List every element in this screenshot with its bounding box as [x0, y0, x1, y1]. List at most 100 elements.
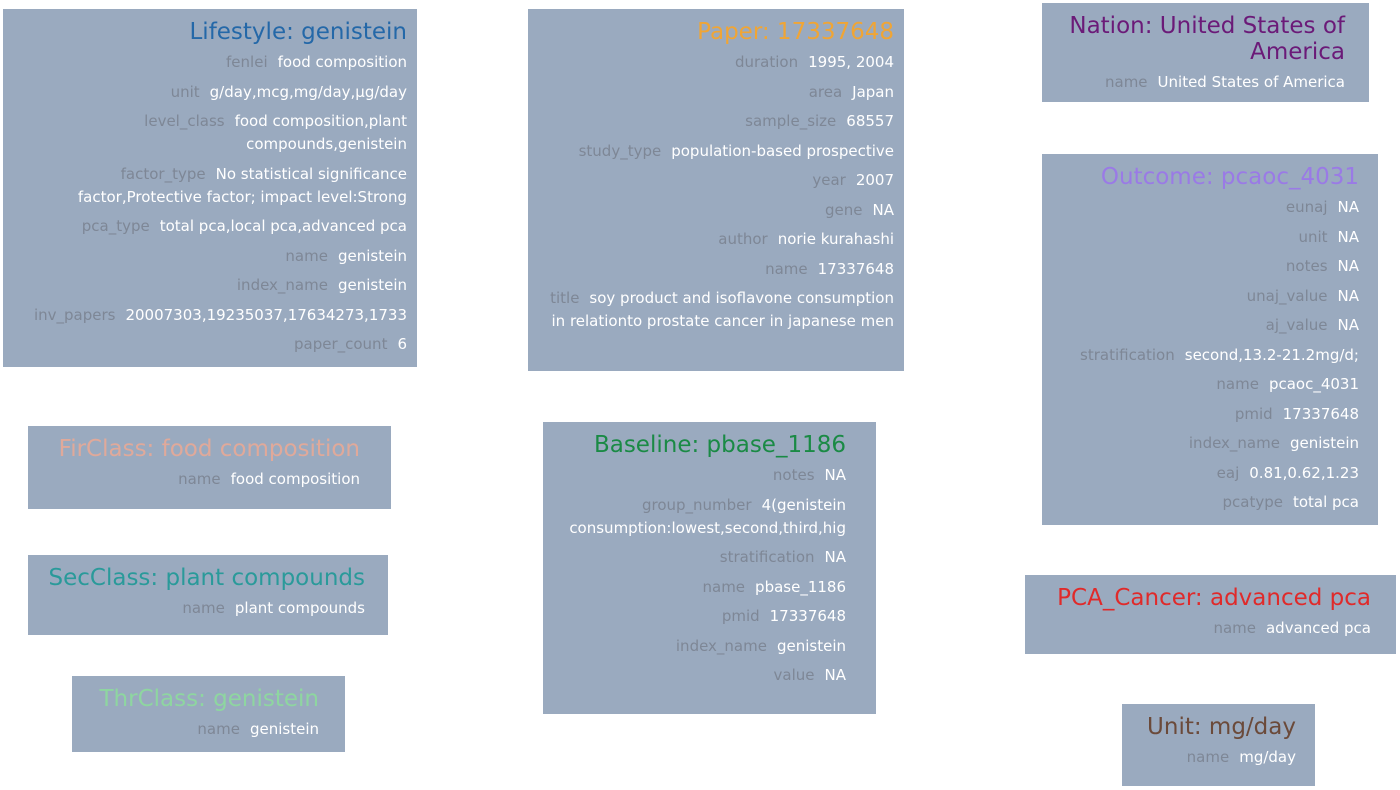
property-key: name — [1216, 375, 1259, 393]
property-key: sample_size — [745, 112, 837, 130]
property-value: NA — [824, 466, 846, 484]
property-row: eaj 0.81,0.62,1.23 — [1048, 462, 1359, 485]
property-key: pca_type — [81, 217, 150, 235]
pca-cancer-node-title: PCA_Cancer: advanced pca — [1057, 585, 1371, 611]
property-key: stratification — [1080, 345, 1175, 364]
property-row: name advanced pca — [1031, 617, 1371, 640]
property-key: unit — [1298, 227, 1328, 246]
property-value: 1995, 2004 — [808, 53, 894, 71]
property-value: genistein — [337, 246, 407, 265]
property-key: aj_value — [1265, 316, 1328, 334]
pca-cancer-node-card[interactable]: PCA_Cancer: advanced pca name advanced pc… — [1025, 575, 1396, 654]
property-value: 4(genistein consumption:lowest,second,th… — [569, 495, 846, 537]
lifestyle-node-card[interactable]: Lifestyle: genistein fenlei food composit… — [3, 9, 417, 367]
thrclass-node-title: ThrClass: genistein — [99, 686, 320, 712]
property-row: index_name genistein — [1048, 432, 1359, 455]
property-value: 0.81,0.62,1.23 — [1249, 463, 1359, 482]
property-row: paper_count 6 — [9, 333, 407, 356]
property-value: 17337648 — [1282, 404, 1359, 423]
property-row: pmid 17337648 — [549, 605, 846, 628]
outcome-node-title: Outcome: pcaoc_4031 — [1100, 164, 1359, 190]
baseline-node-card[interactable]: Baseline: pbase_1186 notes NA group_number… — [543, 422, 876, 714]
thrclass-node-card[interactable]: ThrClass: genistein name genistein — [72, 676, 345, 752]
property-key: title — [550, 289, 580, 307]
property-row: notes NA — [1048, 255, 1359, 278]
paper-node-card[interactable]: Paper: 17337648 duration 1995, 2004 area Ja… — [528, 9, 904, 371]
property-key: name — [182, 599, 225, 617]
property-key: name — [702, 577, 746, 596]
property-row: duration 1995, 2004 — [534, 51, 894, 74]
property-row: author norie kurahashi — [534, 228, 894, 251]
property-key: group_number — [641, 495, 752, 514]
outcome-node-card[interactable]: Outcome: pcaoc_4031 eunaj NA unit NA notes NA… — [1042, 154, 1378, 525]
property-row: value NA — [549, 664, 846, 687]
property-row: stratification NA — [549, 546, 846, 569]
property-value: genistein — [776, 636, 846, 655]
property-value: food composition,plant compounds,geniste… — [234, 112, 407, 153]
property-key: gene — [825, 200, 863, 219]
property-row: inv_papers 20007303,19235037,17634273,173… — [9, 304, 407, 327]
property-key: pmid — [1234, 404, 1273, 423]
property-key: pmid — [721, 607, 760, 625]
property-value: NA — [824, 548, 846, 566]
secclass-node-card[interactable]: SecClass: plant compounds name plant comp… — [28, 555, 388, 635]
property-key: stratification — [719, 548, 815, 566]
property-row: name United States of America — [1048, 71, 1345, 94]
property-key: fenlei — [226, 53, 268, 71]
property-key: inv_papers — [33, 305, 116, 324]
unit-node-card[interactable]: Unit: mg/day name mg/day — [1122, 704, 1315, 786]
property-value: pbase_1186 — [755, 577, 846, 596]
property-key: duration — [734, 53, 799, 71]
property-key: paper_count — [294, 335, 388, 353]
property-key: year — [812, 171, 846, 189]
property-key: notes — [772, 466, 815, 484]
property-key: name — [765, 259, 808, 278]
property-row: area Japan — [534, 81, 894, 104]
property-key: study_type — [578, 141, 662, 160]
property-key: index_name — [1188, 434, 1280, 452]
property-row: pmid 17337648 — [1048, 403, 1359, 426]
property-key: unit — [170, 82, 200, 101]
property-value: g/day,mcg,mg/day,μg/day — [209, 82, 407, 101]
nation-node-card[interactable]: Nation: United States of America name Uni… — [1042, 3, 1369, 102]
property-key: eaj — [1216, 463, 1240, 482]
property-value: food composition — [230, 470, 360, 488]
property-key: area — [808, 82, 843, 101]
property-row: name 17337648 — [534, 258, 894, 281]
nation-node-title: Nation: United States of America — [1069, 13, 1345, 65]
property-row: gene NA — [534, 199, 894, 222]
property-row: pcatype total pca — [1048, 491, 1360, 514]
property-key: name — [178, 470, 221, 488]
property-key: name — [1186, 748, 1230, 766]
property-row: unit NA — [1048, 226, 1359, 249]
secclass-node-title: SecClass: plant compounds — [48, 565, 366, 591]
property-row: name pbase_1186 — [549, 576, 847, 599]
property-value: pcaoc_4031 — [1268, 375, 1359, 393]
property-row: name genistein — [9, 245, 407, 268]
property-key: level_class — [144, 112, 225, 130]
property-key: name — [197, 720, 240, 738]
firclass-node-card[interactable]: FirClass: food composition name food comp… — [28, 426, 391, 509]
property-value: 17337648 — [769, 607, 846, 625]
property-value: total pca,local pca,advanced pca — [159, 217, 407, 235]
property-value: NA — [1337, 227, 1359, 246]
property-value: soy product and isoflavone consumption i… — [551, 289, 895, 330]
property-value: United States of America — [1157, 73, 1345, 91]
paper-node-title: Paper: 17337648 — [697, 19, 894, 45]
property-row: index_name genistein — [9, 274, 407, 297]
property-value: 2007 — [855, 171, 894, 189]
property-row: pca_type total pca,local pca,advanced pca — [9, 215, 407, 238]
property-key: index_name — [675, 636, 767, 655]
property-row: stratification second,13.2-21.2mg/d; — [1048, 344, 1359, 367]
property-value: NA — [1337, 286, 1359, 305]
property-key: name — [285, 246, 328, 265]
property-key: unaj_value — [1246, 286, 1328, 305]
baseline-node-title: Baseline: pbase_1186 — [593, 432, 846, 458]
property-row: name mg/day — [1128, 746, 1296, 769]
property-row: year 2007 — [534, 169, 894, 192]
property-row: unaj_value NA — [1048, 285, 1359, 308]
property-value: 17337648 — [817, 259, 894, 278]
property-row: name plant compounds — [34, 597, 365, 620]
property-value: plant compounds — [234, 599, 365, 617]
property-value: genistein — [249, 720, 319, 738]
